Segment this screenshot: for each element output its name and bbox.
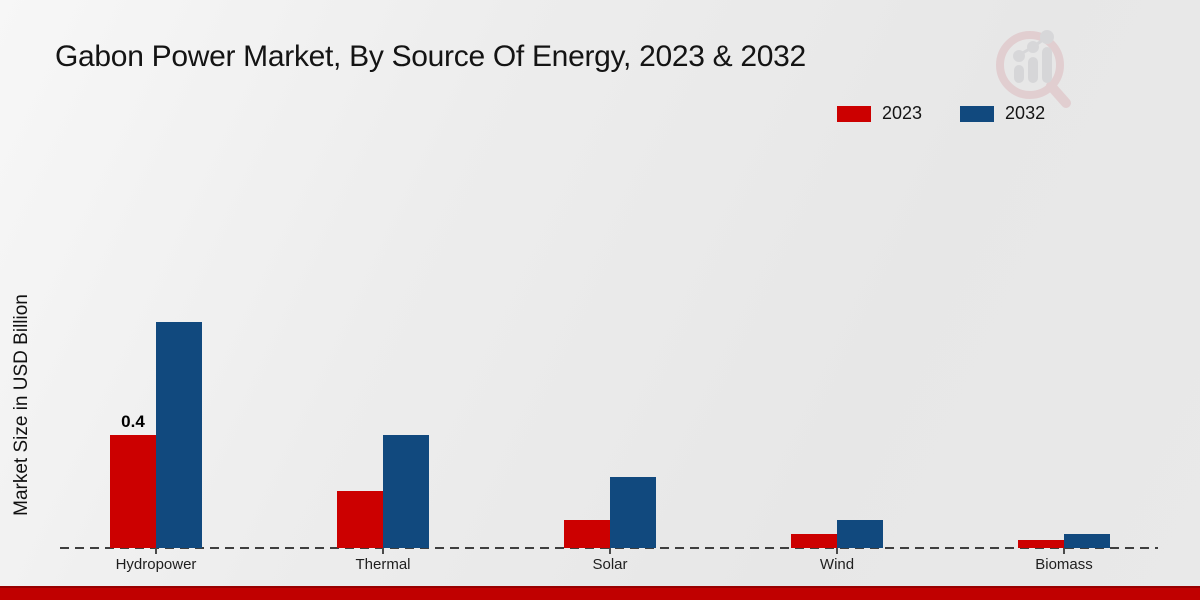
legend-swatch-2032	[960, 105, 995, 122]
legend-item-2023: 2023	[837, 103, 922, 124]
x-tick-thermal	[382, 548, 384, 554]
bar-2023-hydropower	[110, 435, 156, 548]
bar-2023-solar	[564, 520, 610, 548]
x-category-label-hydropower: Hydropower	[115, 556, 197, 573]
x-tick-biomass	[1063, 548, 1065, 554]
bar-2032-thermal	[383, 435, 429, 548]
bar-2032-hydropower	[156, 322, 202, 548]
x-tick-wind	[836, 548, 838, 554]
legend-label-2032: 2032	[1005, 103, 1046, 123]
bar-2032-solar	[610, 477, 656, 548]
legend-item-2032: 2032	[960, 103, 1045, 124]
chart-title: Gabon Power Market, By Source Of Energy,…	[55, 40, 806, 73]
legend-label-2023: 2023	[882, 103, 923, 123]
bar-2032-wind	[837, 520, 883, 548]
x-category-label-wind: Wind	[819, 556, 855, 573]
bar-2023-biomass	[1018, 540, 1064, 548]
footer-accent-strip	[0, 586, 1200, 600]
legend-swatch-2023	[837, 105, 871, 122]
x-category-label-biomass: Biomass	[1035, 556, 1093, 573]
x-tick-solar	[609, 548, 611, 554]
bar-2023-wind	[791, 534, 837, 548]
bar-data-label: 0.4	[121, 412, 145, 431]
bar-2023-thermal	[337, 491, 383, 548]
x-category-label-solar: Solar	[592, 556, 628, 573]
x-category-label-thermal: Thermal	[355, 556, 411, 573]
bar-2032-biomass	[1064, 534, 1110, 548]
x-tick-hydropower	[155, 548, 157, 554]
legend: 2023 2032	[837, 103, 1045, 124]
magnifier-bar-chart-logo-icon	[996, 30, 1071, 108]
